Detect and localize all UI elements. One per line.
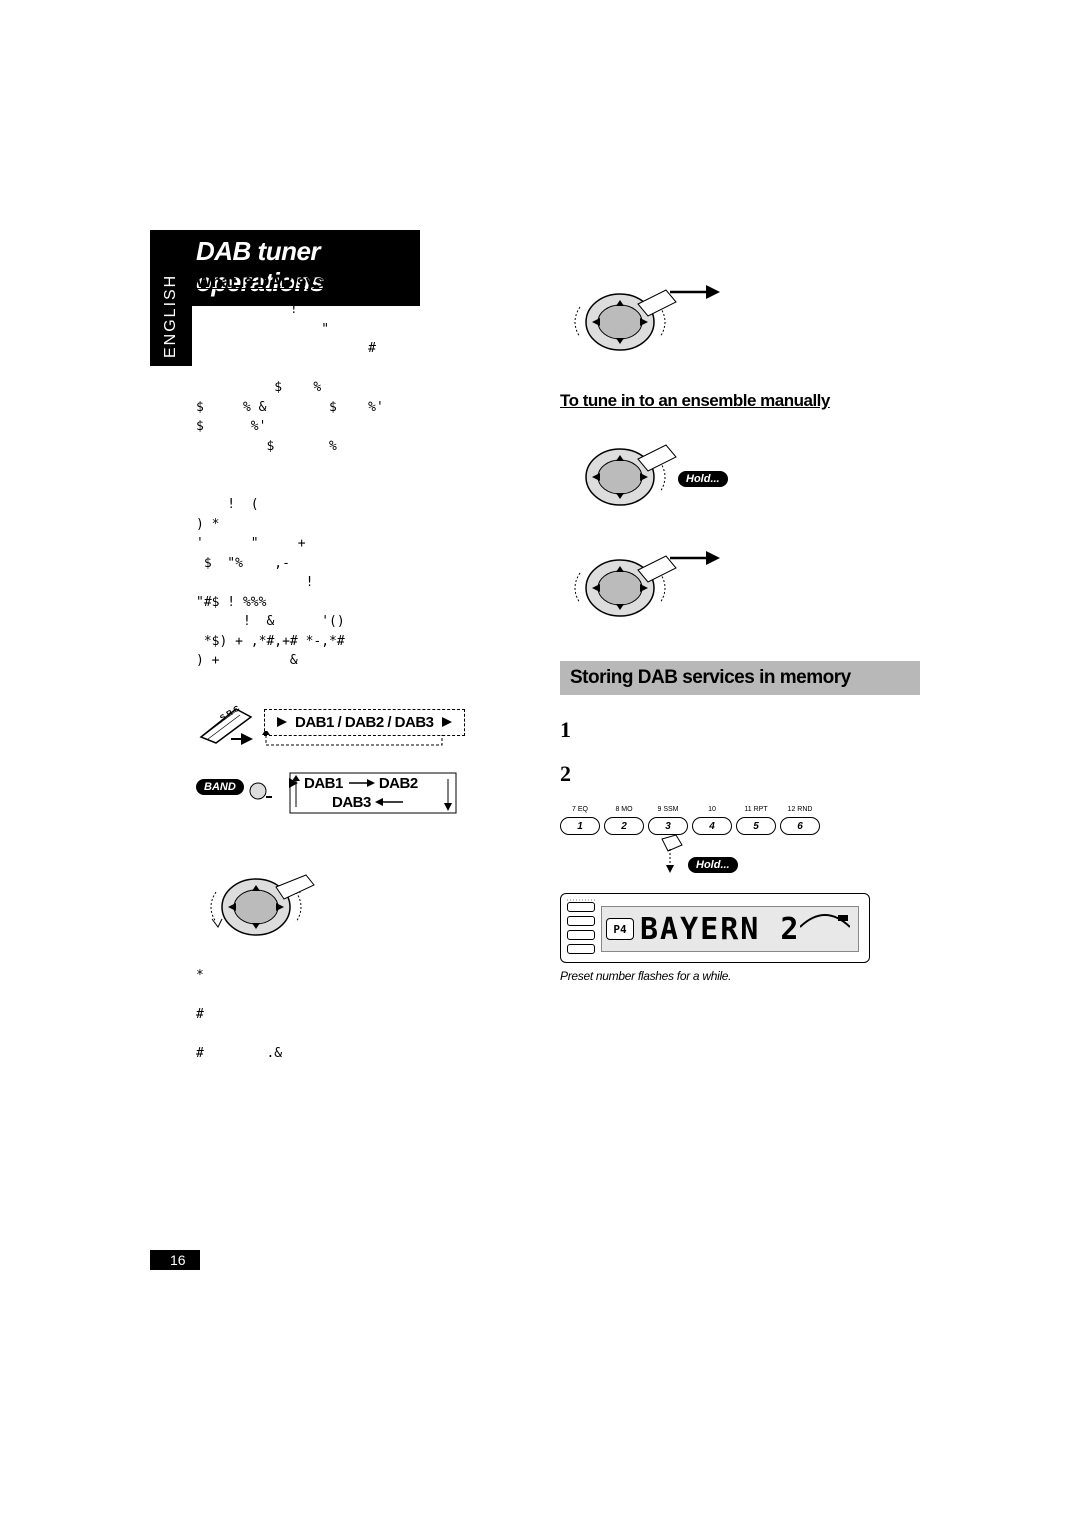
glyph-line: $ "% ,- <box>196 554 546 574</box>
dial-select-right-diagram-2 <box>560 538 920 643</box>
signal-icon <box>800 909 850 929</box>
preset-button-row: 17 EQ28 MO39 SSM410511 RPT612 RND <box>560 817 920 835</box>
preset-top-label: 12 RND <box>788 806 813 813</box>
glyph-line: ' " + <box>196 534 546 554</box>
cycle-box <box>288 771 458 817</box>
glyph-line: "#$ ! %%% <box>196 593 546 613</box>
glyph-line <box>196 456 546 476</box>
loop-arrow <box>262 731 452 753</box>
glyph-line: ! & '() <box>196 612 546 632</box>
step-2-number: 2 <box>560 761 571 787</box>
src-button-diagram: S R C <box>196 699 256 745</box>
display-panel: P4 BAYERN 2 <box>560 893 870 963</box>
preset-button-4[interactable]: 410 <box>692 817 732 835</box>
glyph-line: ) * <box>196 515 546 535</box>
play-icon <box>275 715 289 729</box>
page-number: 16 <box>150 1250 200 1270</box>
glyph-line: *$) + ,*#,+# *-,*# <box>196 632 546 652</box>
glyph-line: ! <box>196 300 546 320</box>
left-column: What is DAB system? ! " # $ %$ % & $ %'$… <box>196 272 546 1063</box>
glyph-line: " <box>196 320 546 340</box>
glyph-line: $ % <box>196 437 546 457</box>
glyph-line <box>196 985 546 1005</box>
heading-what-is-dab: What is DAB system? <box>196 272 546 292</box>
preset-button-6[interactable]: 612 RND <box>780 817 820 835</box>
glyph-line: $ %' <box>196 417 546 437</box>
preset-top-label: 7 EQ <box>572 806 588 813</box>
glyph-line: $ % & $ %' <box>196 398 546 418</box>
preset-button-3[interactable]: 39 SSM <box>648 817 688 835</box>
hold-pill: Hold... <box>678 471 728 487</box>
preset-top-label: 9 SSM <box>657 806 678 813</box>
heading-tune-manually: To tune in to an ensemble manually <box>560 391 920 411</box>
band-pill: BAND <box>196 779 244 795</box>
garbled-text-block: ! " # $ %$ % & $ %'$ %' $ % ! () *' " + … <box>196 300 546 671</box>
panel-button <box>567 930 595 940</box>
glyph-line: * <box>196 966 546 986</box>
glyph-line: # <box>196 1005 546 1025</box>
glyph-line: $ % <box>196 378 546 398</box>
dial-search-diagram <box>196 857 546 962</box>
preset-button-5[interactable]: 511 RPT <box>736 817 776 835</box>
dab-bands-label: DAB1 / DAB2 / DAB3 <box>295 714 434 731</box>
press-finger-icon <box>652 835 692 875</box>
glyph-line: ) + & <box>196 651 546 671</box>
panel-button <box>567 916 595 926</box>
glyph-line <box>196 1024 546 1044</box>
top-ticks <box>567 896 597 904</box>
preset-top-label: 11 RPT <box>744 806 767 813</box>
language-tab: ENGLISH <box>150 266 192 366</box>
play-icon <box>440 715 454 729</box>
glyph-line: ! ( <box>196 495 546 515</box>
preset-top-label: 8 MO <box>615 806 632 813</box>
garbled-footnote: * # # .& <box>196 966 546 1064</box>
caption-preset-flashes: Preset number flashes for a while. <box>560 969 920 983</box>
glyph-line: # .& <box>196 1044 546 1064</box>
step-1-number: 1 <box>560 717 571 743</box>
dial-select-right-diagram <box>560 272 920 377</box>
preset-indicator: P4 <box>606 918 634 940</box>
right-column: To tune in to an ensemble manually Hold.… <box>560 272 920 983</box>
glyph-line: ! <box>196 573 546 593</box>
panel-button <box>567 944 595 954</box>
glyph-line <box>196 476 546 496</box>
preset-button-2[interactable]: 28 MO <box>604 817 644 835</box>
preset-button-1[interactable]: 17 EQ <box>560 817 600 835</box>
preset-top-label: 10 <box>708 806 716 813</box>
band-knob-icon <box>248 781 272 801</box>
glyph-line <box>196 359 546 379</box>
dial-hold-diagram: Hold... <box>560 427 920 532</box>
glyph-line: # <box>196 339 546 359</box>
lcd-text: BAYERN 2 <box>640 912 801 947</box>
hold-pill-2: Hold... <box>688 857 738 873</box>
heading-storing-dab: Storing DAB services in memory <box>560 661 920 695</box>
